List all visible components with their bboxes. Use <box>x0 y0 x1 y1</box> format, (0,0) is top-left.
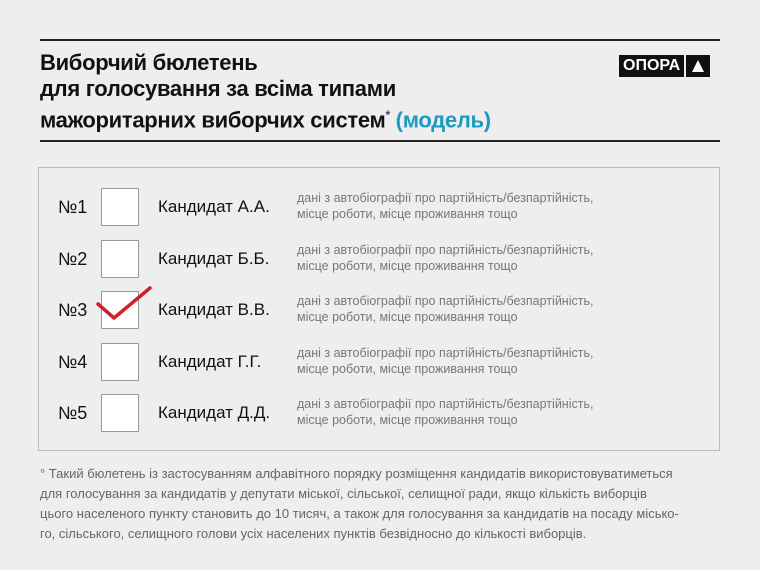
desc-line: місце роботи, місце проживання тощо <box>297 361 518 376</box>
candidate-name: Кандидат Г.Г. <box>158 351 262 371</box>
candidate-checkbox[interactable] <box>101 342 139 381</box>
candidate-number: №3 <box>58 300 88 320</box>
candidate-checkbox[interactable] <box>101 239 139 278</box>
title-text: мажоритарних виборчих систем <box>40 107 386 133</box>
footnote: ° Такий бюлетень із застосуванням алфаві… <box>40 464 730 544</box>
footnote-line: для голосування за кандидатів у депутати… <box>40 486 647 501</box>
desc-line: дані з автобіографії про партійність/без… <box>297 191 594 205</box>
checkmark-icon <box>96 286 152 320</box>
footnote-mark: * <box>385 108 390 122</box>
logo-text: ОПОРА <box>619 55 685 77</box>
triangle-icon <box>686 55 711 77</box>
page-title: Виборчий бюлетень для голосування за всі… <box>40 50 491 133</box>
footnote-line: цього населеного пункту становить до 10 … <box>40 506 679 521</box>
desc-line: дані з автобіографії про партійність/без… <box>297 397 594 411</box>
candidate-number: №5 <box>58 403 88 423</box>
footnote-line: ° Такий бюлетень із застосуванням алфаві… <box>40 466 673 481</box>
candidate-description: дані з автобіографії про партійність/без… <box>297 293 593 325</box>
candidate-row: №4 Кандидат Г.Г. дані з автобіографії пр… <box>39 342 719 383</box>
candidate-name: Кандидат А.А. <box>158 197 270 216</box>
candidate-name: Кандидат Д.Д. <box>158 403 271 422</box>
candidate-number: №2 <box>58 248 88 269</box>
desc-line: місце роботи, місце проживання тощо <box>297 413 518 427</box>
candidate-description: дані з автобіографії про партійність/без… <box>297 190 593 222</box>
candidate-description: дані з автобіографії про партійність/без… <box>297 242 593 274</box>
desc-line: дані з автобіографії про партійність/без… <box>297 345 594 360</box>
candidate-number: №1 <box>58 197 88 217</box>
candidate-number: №4 <box>58 351 88 372</box>
model-label: (модель) <box>395 107 491 133</box>
candidate-row: №5 Кандидат Д.Д. дані з автобіографії пр… <box>39 394 719 434</box>
title-line: мажоритарних виборчих систем* (модель) <box>40 102 491 133</box>
title-line: для голосування за всіма типами <box>40 76 396 101</box>
candidate-row: №2 Кандидат Б.Б. дані з автобіографії пр… <box>39 239 719 280</box>
top-divider <box>40 39 720 41</box>
candidate-checkbox[interactable] <box>101 394 139 432</box>
desc-line: місце роботи, місце проживання тощо <box>297 258 518 273</box>
candidate-checkbox[interactable] <box>96 286 152 329</box>
title-line: Виборчий бюлетень <box>40 50 258 75</box>
candidate-name: Кандидат В.В. <box>158 300 270 319</box>
opora-logo: ОПОРА <box>619 55 711 77</box>
candidate-name: Кандидат Б.Б. <box>158 248 270 268</box>
desc-line: дані з автобіографії про партійність/без… <box>297 294 594 308</box>
desc-line: місце роботи, місце проживання тощо <box>297 207 518 221</box>
candidate-row: №1 Кандидат А.А. дані з автобіографії пр… <box>39 188 719 228</box>
candidate-description: дані з автобіографії про партійність/без… <box>297 345 593 377</box>
desc-line: місце роботи, місце проживання тощо <box>297 310 518 324</box>
candidate-description: дані з автобіографії про партійність/без… <box>297 396 593 428</box>
ballot: №1 Кандидат А.А. дані з автобіографії пр… <box>38 167 720 451</box>
bottom-divider <box>40 140 720 142</box>
candidate-row: №3 Кандидат В.В. дані з автобіографії пр… <box>39 286 719 331</box>
candidate-checkbox[interactable] <box>101 188 139 226</box>
desc-line: дані з автобіографії про партійність/без… <box>297 242 594 257</box>
footnote-line: го, сільського, селищного голови усіх на… <box>40 526 587 541</box>
